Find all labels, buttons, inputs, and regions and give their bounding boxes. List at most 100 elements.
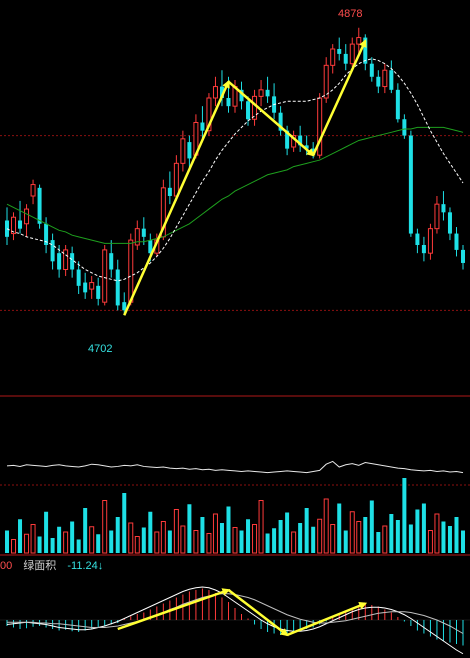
candle-body-53	[349, 43, 355, 65]
macd-value-arrow: ↓	[97, 560, 104, 572]
volume-bar-44	[291, 531, 297, 554]
candle-body-55	[363, 37, 368, 64]
candle-body-70	[461, 249, 465, 263]
volume-bar-37	[246, 519, 251, 553]
highest-price-label: 4878	[338, 8, 363, 20]
candle-body-36	[239, 89, 244, 102]
macd-trend-arrow-1	[227, 589, 289, 637]
candle-body-62	[408, 135, 413, 234]
candle-body-14	[96, 285, 101, 299]
volume-bar-53	[349, 511, 355, 554]
moving-averages	[6, 58, 464, 282]
candle-body-6	[44, 223, 49, 245]
volume-bar-0	[5, 530, 9, 553]
candle-body-58	[382, 69, 388, 88]
macd-trend-arrow-2	[286, 602, 368, 637]
volume-bar-3	[24, 533, 30, 554]
volume-bar-24	[160, 521, 166, 554]
candle-body-18	[122, 302, 127, 311]
volume-bar-46	[304, 508, 309, 553]
volume-bar-13	[89, 526, 95, 554]
grid-lines	[0, 135, 470, 556]
volume-bar-47	[311, 526, 316, 553]
volume-bar-9	[63, 531, 69, 554]
volume-bar-14	[96, 534, 101, 553]
volume-bar-59	[389, 514, 394, 553]
candle-body-66	[434, 203, 440, 230]
volume-bar-32	[212, 513, 218, 554]
candle-body-59	[389, 70, 394, 90]
macd-dif-line	[6, 586, 464, 655]
volume-bar-66	[434, 513, 440, 554]
candle-body-69	[454, 233, 459, 250]
candle-body-46	[304, 145, 309, 149]
volume-bar-35	[232, 527, 238, 554]
volume-bar-41	[272, 528, 277, 553]
candle-body-42	[278, 112, 283, 131]
candle-body-64	[421, 245, 426, 254]
candle-body-28	[187, 142, 192, 159]
volume-bar-45	[298, 523, 303, 553]
macd-prefix: 00	[0, 560, 13, 572]
volume-bar-17	[115, 517, 120, 553]
macd-legend: 00 绿面积 -11.24↓	[0, 559, 111, 573]
volume-bar-34	[226, 506, 231, 553]
candle-body-49	[323, 64, 329, 99]
volume-bar-70	[461, 530, 465, 553]
candle-body-22	[148, 240, 153, 254]
volume-bar-25	[167, 530, 172, 553]
candle-body-52	[343, 53, 348, 64]
volume-bar-15	[102, 500, 108, 554]
volume-bar-11	[76, 539, 81, 553]
candle-body-67	[441, 204, 446, 213]
candle-body-2	[18, 220, 23, 229]
price-trend-arrow-2	[312, 39, 367, 156]
volume-bar-58	[382, 525, 388, 554]
volume-bar-21	[141, 527, 146, 553]
volume-bar-40	[265, 533, 270, 553]
candle-body-51	[337, 49, 342, 54]
volume-bar-8	[57, 526, 62, 553]
candle-body-5	[37, 187, 42, 224]
price-trend-arrow-0	[123, 79, 230, 316]
volume-bar-67	[441, 521, 446, 553]
candle-body-15	[102, 249, 108, 303]
volume-bar-23	[154, 531, 160, 554]
macd-value-number: -11.24	[67, 560, 98, 572]
volume-bar-52	[343, 530, 348, 553]
volume-bar-42	[278, 520, 283, 553]
volume-bar-7	[50, 538, 55, 553]
volume-bar-60	[395, 520, 400, 553]
trend-arrows	[117, 39, 368, 637]
ma-fast-line	[6, 58, 464, 282]
candlestick-panel	[5, 27, 465, 316]
candle-body-40	[265, 89, 270, 97]
candle-body-65	[427, 228, 433, 254]
ma-slow-line	[6, 126, 464, 244]
volume-bar-43	[285, 512, 290, 553]
macd-indicator-value: -11.24↓	[67, 560, 103, 572]
candle-body-50	[330, 48, 336, 66]
volume-bar-31	[206, 533, 212, 554]
macd-panel	[0, 586, 470, 655]
volume-bar-65	[427, 530, 433, 554]
candle-body-61	[402, 119, 407, 136]
candle-body-43	[285, 130, 290, 149]
volume-bar-51	[337, 503, 342, 553]
candle-body-54	[356, 37, 362, 45]
candle-body-27	[180, 138, 186, 164]
candle-body-8	[57, 253, 62, 270]
volume-bar-19	[128, 522, 134, 554]
candle-body-4	[30, 184, 36, 197]
volume-line	[6, 460, 464, 474]
volume-bar-26	[173, 509, 179, 554]
candle-body-57	[376, 76, 381, 87]
volume-bar-38	[252, 524, 258, 554]
volume-bar-64	[421, 503, 426, 553]
volume-line-series	[6, 460, 464, 474]
candle-body-11	[76, 269, 81, 286]
candle-body-60	[395, 89, 400, 120]
volume-bar-57	[376, 532, 381, 553]
volume-panel	[5, 478, 465, 554]
